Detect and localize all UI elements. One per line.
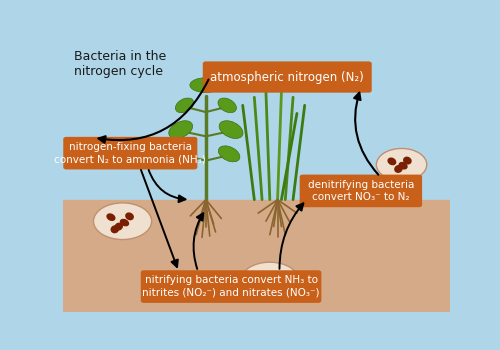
- Text: denitrifying bacteria
convert NO₃⁻ to N₂: denitrifying bacteria convert NO₃⁻ to N₂: [308, 180, 414, 202]
- Ellipse shape: [272, 272, 281, 280]
- Ellipse shape: [176, 98, 194, 113]
- Ellipse shape: [106, 213, 116, 221]
- Ellipse shape: [172, 146, 194, 162]
- Bar: [62, 42, 450, 199]
- Ellipse shape: [219, 121, 243, 139]
- Ellipse shape: [262, 282, 270, 290]
- Ellipse shape: [258, 285, 266, 293]
- Ellipse shape: [241, 262, 299, 299]
- FancyBboxPatch shape: [203, 61, 372, 93]
- Ellipse shape: [114, 223, 123, 231]
- Ellipse shape: [254, 273, 263, 280]
- Bar: [62, 199, 450, 312]
- FancyBboxPatch shape: [300, 175, 422, 207]
- FancyBboxPatch shape: [64, 137, 198, 169]
- Ellipse shape: [388, 158, 396, 165]
- Ellipse shape: [218, 146, 240, 162]
- Ellipse shape: [120, 219, 129, 226]
- FancyBboxPatch shape: [141, 270, 322, 303]
- Ellipse shape: [169, 121, 192, 139]
- Ellipse shape: [376, 148, 427, 181]
- Text: nitrogen-fixing bacteria
convert N₂ to ammonia (NH₃): nitrogen-fixing bacteria convert N₂ to a…: [54, 142, 206, 164]
- Ellipse shape: [267, 278, 276, 286]
- Ellipse shape: [394, 165, 403, 173]
- Ellipse shape: [125, 212, 134, 220]
- Ellipse shape: [218, 98, 236, 113]
- Ellipse shape: [94, 203, 152, 239]
- Text: nitrifying bacteria convert NH₃ to
nitrites (NO₂⁻) and nitrates (NO₃⁻): nitrifying bacteria convert NH₃ to nitri…: [142, 275, 320, 298]
- Text: Bacteria in the
nitrogen cycle: Bacteria in the nitrogen cycle: [74, 50, 166, 78]
- Ellipse shape: [110, 225, 119, 233]
- Ellipse shape: [398, 162, 407, 169]
- Ellipse shape: [403, 156, 411, 164]
- Ellipse shape: [190, 78, 222, 92]
- Text: atmospheric nitrogen (N₂): atmospheric nitrogen (N₂): [210, 71, 364, 84]
